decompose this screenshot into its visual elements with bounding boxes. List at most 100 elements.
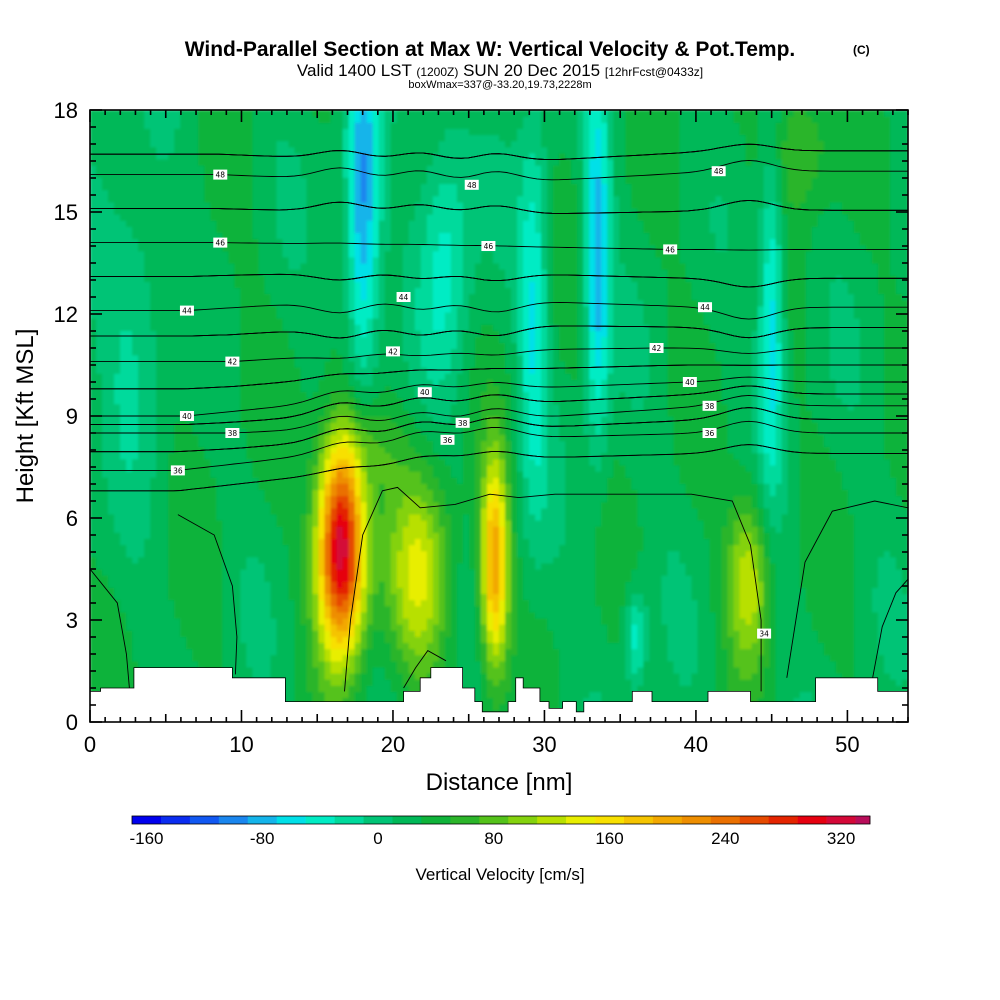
w-cell	[138, 605, 145, 613]
w-cell	[90, 507, 97, 515]
w-cell	[324, 360, 332, 368]
w-cell	[312, 373, 320, 380]
w-cell	[366, 611, 374, 619]
w-cell	[384, 391, 392, 399]
w-cell	[240, 648, 247, 656]
w-cell	[372, 373, 380, 380]
w-cell	[360, 122, 368, 129]
w-cell	[348, 569, 356, 576]
w-cell	[162, 177, 169, 185]
w-cell	[318, 171, 326, 178]
w-cell	[294, 477, 302, 484]
w-cell	[96, 636, 103, 644]
w-cell	[228, 477, 235, 484]
w-cell	[330, 452, 338, 460]
w-cell	[294, 654, 302, 662]
subtitle-utc: (1200Z)	[416, 65, 458, 79]
w-cell	[216, 367, 223, 374]
w-cell	[144, 367, 151, 374]
w-cell	[138, 409, 145, 417]
w-cell	[354, 354, 362, 362]
w-cell	[384, 318, 392, 325]
w-cell	[366, 214, 374, 221]
w-cell	[348, 446, 356, 454]
w-cell	[300, 520, 308, 527]
w-cell	[240, 360, 247, 368]
w-cell	[228, 263, 235, 270]
w-cell	[222, 654, 229, 662]
w-cell	[102, 177, 109, 185]
w-cell	[306, 507, 314, 515]
w-cell	[156, 471, 163, 478]
w-cell	[114, 134, 121, 142]
w-cell	[270, 195, 278, 203]
w-cell	[132, 495, 139, 503]
w-cell	[120, 452, 127, 460]
w-cell	[234, 379, 241, 386]
w-cell	[378, 354, 386, 362]
w-cell	[372, 513, 380, 521]
w-cell	[276, 244, 284, 252]
w-cell	[372, 599, 380, 607]
w-cell	[336, 281, 344, 289]
w-cell	[372, 520, 380, 527]
w-cell	[108, 617, 115, 625]
w-cell	[132, 403, 139, 411]
w-cell	[132, 569, 139, 576]
w-cell	[336, 501, 344, 509]
w-cell	[318, 293, 326, 301]
w-cell	[264, 275, 272, 282]
w-cell	[354, 373, 362, 380]
w-cell	[354, 116, 362, 123]
w-cell	[318, 617, 326, 625]
w-cell	[330, 134, 338, 142]
w-cell	[288, 679, 296, 686]
w-cell	[384, 305, 392, 313]
w-cell	[216, 256, 223, 264]
w-cell	[330, 232, 338, 240]
w-cell	[96, 238, 103, 246]
w-cell	[318, 446, 326, 454]
w-cell	[336, 416, 344, 423]
w-cell	[132, 422, 139, 429]
w-cell	[240, 446, 247, 454]
w-cell	[102, 673, 109, 680]
w-cell	[252, 471, 260, 478]
w-cell	[372, 207, 380, 215]
w-cell	[318, 189, 326, 197]
w-cell	[204, 397, 211, 405]
w-cell	[300, 220, 308, 227]
w-cell	[162, 140, 169, 148]
w-cell	[138, 152, 145, 160]
w-cell	[198, 238, 205, 246]
w-cell	[222, 324, 229, 331]
w-cell	[330, 501, 338, 509]
w-cell	[228, 526, 235, 533]
w-cell	[294, 464, 302, 472]
w-cell	[318, 513, 326, 521]
w-cell	[276, 195, 284, 203]
w-cell	[312, 428, 320, 435]
w-cell	[198, 367, 205, 374]
w-cell	[282, 342, 290, 350]
w-cell	[336, 599, 344, 607]
w-cell	[114, 569, 121, 576]
w-cell	[306, 238, 314, 246]
w-cell	[126, 336, 133, 344]
w-cell	[246, 562, 253, 570]
w-cell	[264, 483, 272, 491]
w-cell	[198, 165, 205, 172]
w-cell	[324, 158, 332, 166]
w-cell	[384, 666, 392, 674]
w-cell	[222, 318, 229, 325]
w-cell	[150, 134, 157, 142]
w-cell	[216, 373, 223, 380]
w-cell	[294, 348, 302, 356]
w-cell	[336, 673, 344, 680]
w-cell	[306, 513, 314, 521]
w-cell	[384, 648, 392, 656]
w-cell	[96, 360, 103, 368]
w-cell	[228, 501, 235, 509]
w-cell	[372, 287, 380, 295]
w-cell	[330, 575, 338, 582]
